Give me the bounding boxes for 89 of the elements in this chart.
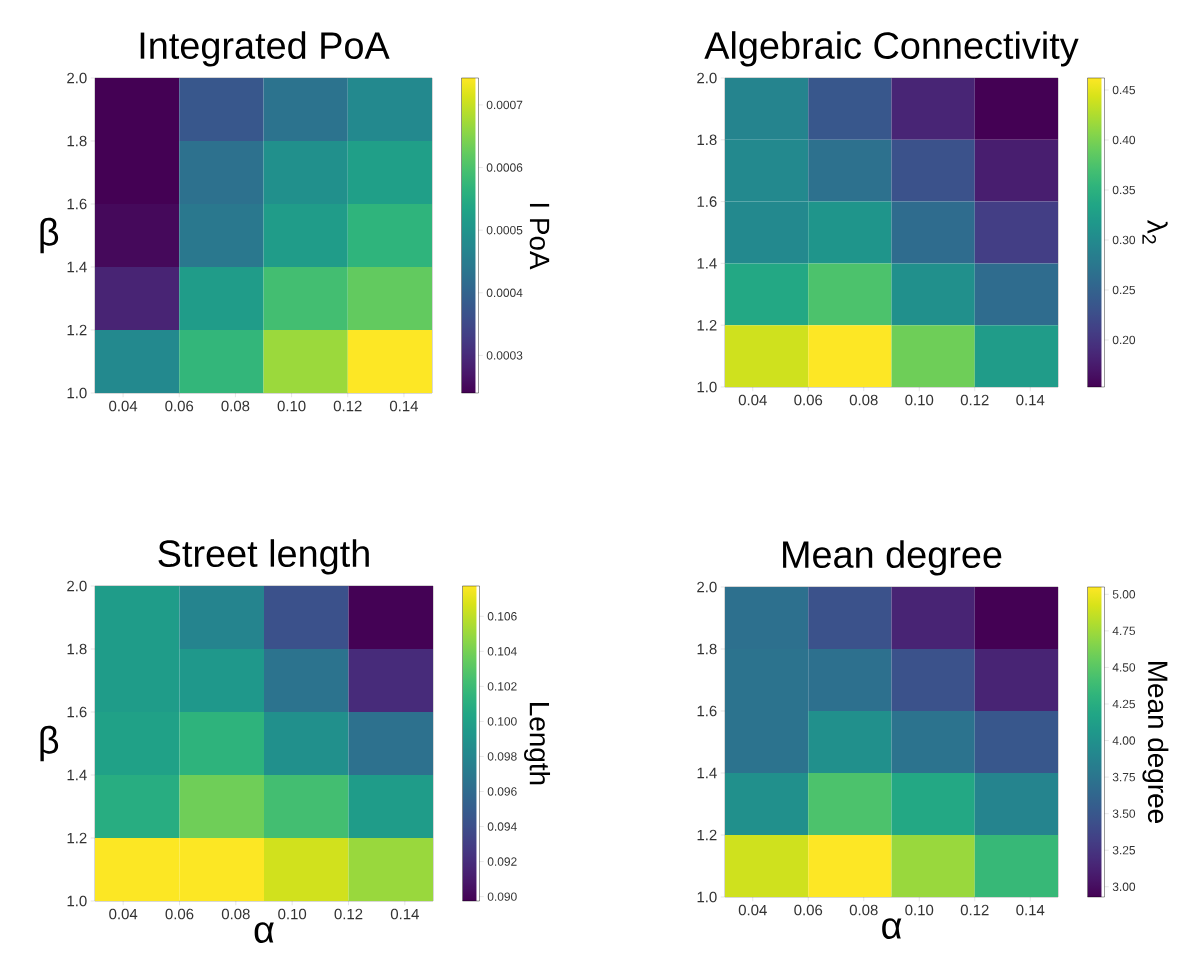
x-tick-label: 0.10 bbox=[905, 904, 934, 916]
x-tick-label: 0.12 bbox=[333, 400, 362, 412]
y-tick-label: 2.0 bbox=[67, 72, 87, 84]
color-bar-label: 0.35 bbox=[1112, 185, 1136, 195]
x-tick-label: 0.12 bbox=[334, 908, 363, 920]
x-tick-label: 0.10 bbox=[905, 394, 934, 406]
color-bar-label: 4.75 bbox=[1112, 626, 1136, 636]
y-tick-label: 2.0 bbox=[697, 581, 717, 593]
x-axis-title: α bbox=[254, 922, 274, 943]
y-tick-label: 2.0 bbox=[697, 72, 717, 84]
y-tick-label: 1.0 bbox=[67, 895, 87, 907]
color-bar-label: 0.0006 bbox=[486, 163, 523, 172]
x-tick-label: 0.06 bbox=[794, 904, 823, 916]
y-tick-label: 1.8 bbox=[697, 134, 717, 146]
color-bar-label: 0.096 bbox=[487, 787, 517, 796]
y-tick-label: 1.2 bbox=[67, 324, 87, 336]
y-tick-label: 2.0 bbox=[67, 580, 87, 592]
color-bar-label: 0.0003 bbox=[486, 351, 523, 360]
color-bar-title: Length bbox=[524, 703, 551, 785]
color-bar-label: 0.106 bbox=[487, 612, 517, 621]
color-bar-label: 0.0007 bbox=[486, 100, 523, 110]
x-tick-label: 0.08 bbox=[221, 400, 250, 412]
color-bar-label: 0.30 bbox=[1112, 235, 1136, 245]
x-tick-label: 0.08 bbox=[849, 394, 878, 406]
y-tick-label: 1.6 bbox=[67, 706, 87, 718]
x-tick-label: 0.14 bbox=[390, 908, 419, 920]
y-tick-label: 1.6 bbox=[697, 196, 717, 207]
color-bar-label: 4.50 bbox=[1112, 663, 1136, 672]
y-tick-label: 1.8 bbox=[697, 643, 717, 655]
x-tick-label: 0.04 bbox=[738, 904, 767, 916]
color-bar-label: 0.102 bbox=[487, 682, 517, 691]
color-bar-label: 0.100 bbox=[487, 717, 517, 726]
color-bar-label: 5.00 bbox=[1112, 590, 1136, 599]
color-bar-label: 0.090 bbox=[487, 892, 517, 901]
x-tick-label: 0.04 bbox=[109, 908, 138, 920]
y-tick-label: 1.6 bbox=[697, 705, 717, 717]
x-tick-label: 0.06 bbox=[794, 394, 823, 406]
y-axis-title: β bbox=[40, 217, 59, 254]
chart-title: Integrated PoA bbox=[140, 31, 390, 67]
y-tick-label: 1.4 bbox=[697, 767, 717, 779]
x-tick-label: 0.14 bbox=[1016, 394, 1045, 406]
chart-title: Mean degree bbox=[783, 540, 1002, 576]
color-bar-title: Mean degree bbox=[1142, 662, 1169, 823]
color-bar-label: 4.25 bbox=[1112, 699, 1136, 709]
x-tick-label: 0.06 bbox=[165, 908, 194, 920]
y-tick-label: 1.2 bbox=[67, 832, 87, 844]
x-tick-label: 0.10 bbox=[278, 908, 307, 920]
x-tick-label: 0.06 bbox=[165, 400, 194, 412]
x-axis-title: α bbox=[882, 918, 902, 939]
color-bar-label: 3.75 bbox=[1112, 772, 1136, 782]
color-bar-label: 0.45 bbox=[1112, 85, 1136, 95]
x-tick-label: 0.04 bbox=[738, 394, 767, 406]
chart-title: Algebraic Connectivity bbox=[704, 31, 1079, 67]
x-tick-label: 0.10 bbox=[277, 400, 306, 412]
color-bar-label: 3.50 bbox=[1112, 809, 1136, 818]
y-tick-label: 1.4 bbox=[67, 769, 87, 781]
color-bar-label: 3.25 bbox=[1112, 845, 1136, 855]
y-tick-label: 1.4 bbox=[67, 261, 87, 273]
color-bar-title: λ$_{2}$ bbox=[1142, 220, 1168, 244]
y-tick-label: 1.6 bbox=[67, 198, 87, 210]
x-tick-label: 0.12 bbox=[960, 904, 989, 916]
x-tick-label: 0.12 bbox=[960, 394, 989, 406]
y-tick-label: 1.4 bbox=[697, 258, 717, 269]
color-bar-label: 0.20 bbox=[1112, 335, 1136, 345]
color-bar-label: 0.104 bbox=[487, 647, 517, 656]
color-bar-label: 0.094 bbox=[487, 822, 517, 831]
y-axis-title: β bbox=[40, 725, 59, 762]
y-tick-label: 1.0 bbox=[67, 387, 87, 399]
color-bar-label: 0.0005 bbox=[486, 225, 523, 235]
color-bar-label: 0.25 bbox=[1112, 285, 1136, 295]
color-bar-label: 0.40 bbox=[1112, 135, 1136, 145]
y-tick-label: 1.8 bbox=[67, 643, 87, 655]
color-bar-title: I PoA bbox=[529, 203, 550, 270]
x-tick-label: 0.14 bbox=[389, 400, 419, 412]
y-tick-label: 1.0 bbox=[697, 381, 717, 393]
color-bar-label: 3.00 bbox=[1112, 882, 1136, 891]
color-bar-label: 0.098 bbox=[487, 752, 517, 761]
x-tick-label: 0.04 bbox=[109, 400, 138, 412]
y-tick-label: 1.8 bbox=[67, 135, 87, 147]
x-tick-label: 0.14 bbox=[1016, 904, 1045, 916]
y-tick-label: 1.2 bbox=[697, 319, 717, 331]
chart-title: Street length bbox=[158, 539, 369, 575]
x-tick-label: 0.08 bbox=[221, 908, 250, 920]
color-bar-label: 4.00 bbox=[1112, 736, 1136, 745]
y-tick-label: 1.2 bbox=[697, 829, 717, 841]
color-bar-label: 0.0004 bbox=[486, 288, 523, 298]
color-bar-label: 0.092 bbox=[487, 857, 517, 866]
y-tick-label: 1.0 bbox=[697, 891, 717, 903]
x-tick-label: 0.08 bbox=[849, 904, 878, 916]
